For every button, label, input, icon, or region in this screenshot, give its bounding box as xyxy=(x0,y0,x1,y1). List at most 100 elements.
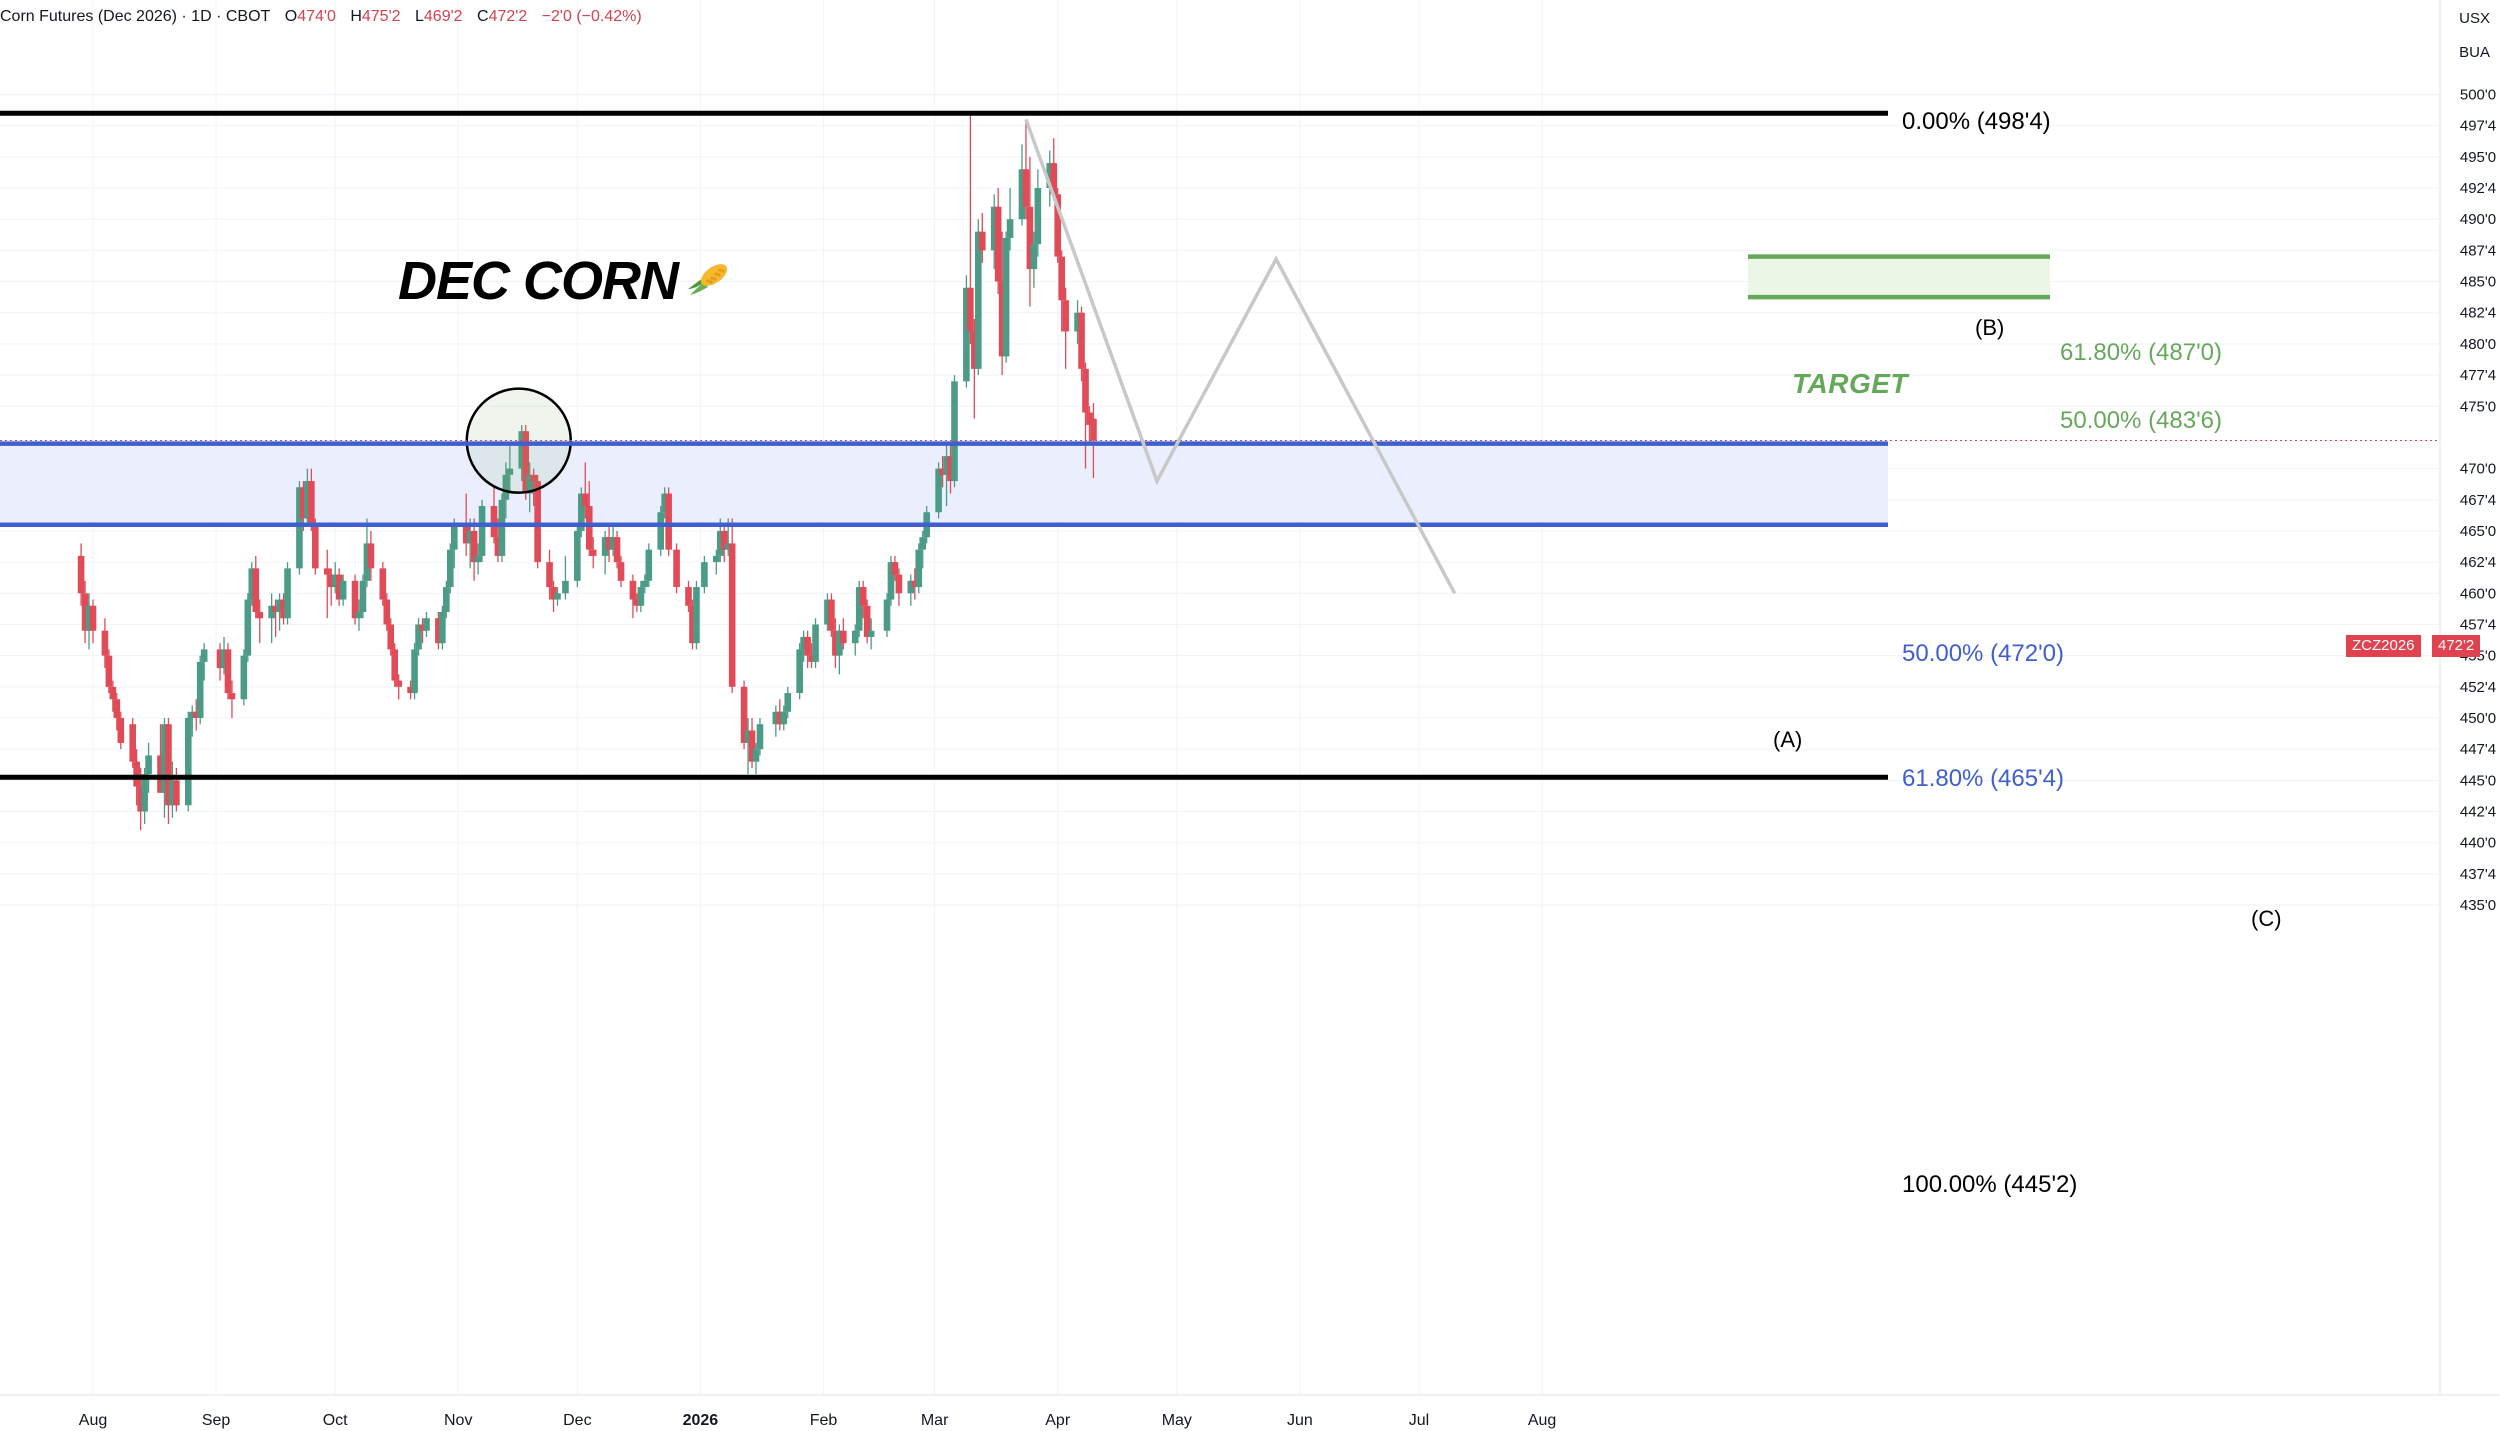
candle-body xyxy=(518,431,526,469)
fib-label-100: 100.00% (445'2) xyxy=(1902,1171,2078,1198)
candle-body xyxy=(526,474,533,494)
x-tick-label: 2026 xyxy=(683,1412,719,1429)
fib-zone-blue xyxy=(0,443,1888,525)
y-tick-label: 452'4 xyxy=(2460,679,2496,696)
candle-body xyxy=(300,487,307,519)
candle-body xyxy=(470,530,478,563)
candle-body xyxy=(474,555,482,563)
candle-body xyxy=(117,718,125,743)
candle-body xyxy=(383,599,391,625)
candle-body xyxy=(415,624,422,650)
candle-body xyxy=(744,730,752,743)
candle-body xyxy=(605,537,613,550)
candle-body xyxy=(1046,163,1054,189)
candle-body xyxy=(665,493,672,550)
y-tick-label: 450'0 xyxy=(2460,710,2496,727)
candle-body xyxy=(462,524,470,544)
candle-body xyxy=(308,481,315,525)
close-label: C xyxy=(477,8,489,25)
candle-body xyxy=(836,630,843,656)
candle-body xyxy=(423,618,430,631)
candle-body xyxy=(915,549,923,588)
corn-icon xyxy=(686,250,730,312)
y-tick-label: 495'0 xyxy=(2460,149,2496,166)
candle-body xyxy=(780,711,788,725)
candle-body xyxy=(435,618,442,644)
x-tick-label: Apr xyxy=(1045,1412,1071,1429)
open-label: O xyxy=(284,8,298,25)
x-tick-label: Sep xyxy=(202,1412,231,1429)
candle-body xyxy=(327,574,335,588)
currency-unit[interactable]: USX xyxy=(2459,10,2490,27)
candle-body xyxy=(355,612,363,619)
candle-body xyxy=(447,549,454,588)
fib-label-50-green: 50.00% (483'6) xyxy=(2060,407,2223,434)
y-tick-label: 447'4 xyxy=(2460,741,2496,758)
fib-label-0: 0.00% (498'4) xyxy=(1902,108,2051,135)
y-tick-label: 465'0 xyxy=(2460,523,2496,540)
candle-body xyxy=(581,493,589,507)
candle-body xyxy=(601,537,609,556)
candle-body xyxy=(1082,368,1089,413)
candle-body xyxy=(863,605,871,637)
candle-body xyxy=(1058,256,1065,301)
y-tick-label: 442'4 xyxy=(2460,804,2496,821)
candle-body xyxy=(1026,206,1034,270)
candle-body xyxy=(395,680,402,687)
candle-body xyxy=(133,761,140,787)
candle-body xyxy=(919,537,927,550)
candle-body xyxy=(673,549,680,588)
candle-body xyxy=(1034,188,1042,245)
candle-body xyxy=(812,624,819,662)
chart-annotation-title: DEC CORN xyxy=(398,250,730,312)
time-axis: Aug Sep Oct Nov Dec 2026 Feb Mar Apr May Jun Jul Aug xyxy=(0,1394,2500,1429)
candle-body xyxy=(184,718,192,806)
candle-body xyxy=(943,456,950,475)
candle-body xyxy=(978,231,986,251)
candle-body xyxy=(335,574,343,600)
y-tick-label: 500'0 xyxy=(2460,87,2496,104)
candle-body xyxy=(268,605,275,619)
candle-body xyxy=(963,287,970,382)
candle-body xyxy=(89,605,97,631)
candle-body xyxy=(657,512,665,550)
x-tick-label: Jun xyxy=(1287,1412,1313,1429)
x-tick-label: May xyxy=(1162,1412,1192,1429)
candle-body xyxy=(756,724,764,750)
candle-body xyxy=(661,493,668,513)
candle-body xyxy=(129,724,136,762)
candle-body xyxy=(272,605,279,613)
candle-body xyxy=(450,524,458,550)
candle-body xyxy=(752,749,760,762)
fib-label-618-green: 61.80% (487'0) xyxy=(2060,339,2223,366)
candle-body xyxy=(1086,412,1093,425)
candle-body xyxy=(165,724,172,806)
candle-body xyxy=(1050,163,1058,195)
candle-body xyxy=(359,580,367,613)
candle-body xyxy=(296,487,303,569)
candle-body xyxy=(585,506,593,550)
candle-body xyxy=(224,649,232,694)
candle-body xyxy=(975,231,982,369)
candle-body xyxy=(701,562,708,588)
y-tick-label: 475'0 xyxy=(2460,398,2496,415)
candle-body xyxy=(506,468,514,475)
candle-body xyxy=(220,649,228,669)
candle-body xyxy=(113,699,121,718)
low-label: L xyxy=(414,8,424,25)
candle-body xyxy=(689,605,696,644)
candle-body xyxy=(685,587,692,606)
candle-body xyxy=(173,780,180,806)
candle-body xyxy=(855,587,863,631)
candle-body xyxy=(169,780,176,806)
candle-body xyxy=(828,599,835,631)
candle-body xyxy=(534,481,541,563)
low-value: 469'2 xyxy=(423,8,463,25)
price-axis: 500'0 497'4 495'0 492'4 490'0 487'4 485'0 482'4… xyxy=(2439,0,2496,1395)
candle-body xyxy=(939,468,946,475)
y-tick-label: 445'0 xyxy=(2460,772,2496,789)
candle-body xyxy=(998,281,1006,357)
candle-body xyxy=(280,599,287,619)
candle-body xyxy=(323,568,331,575)
